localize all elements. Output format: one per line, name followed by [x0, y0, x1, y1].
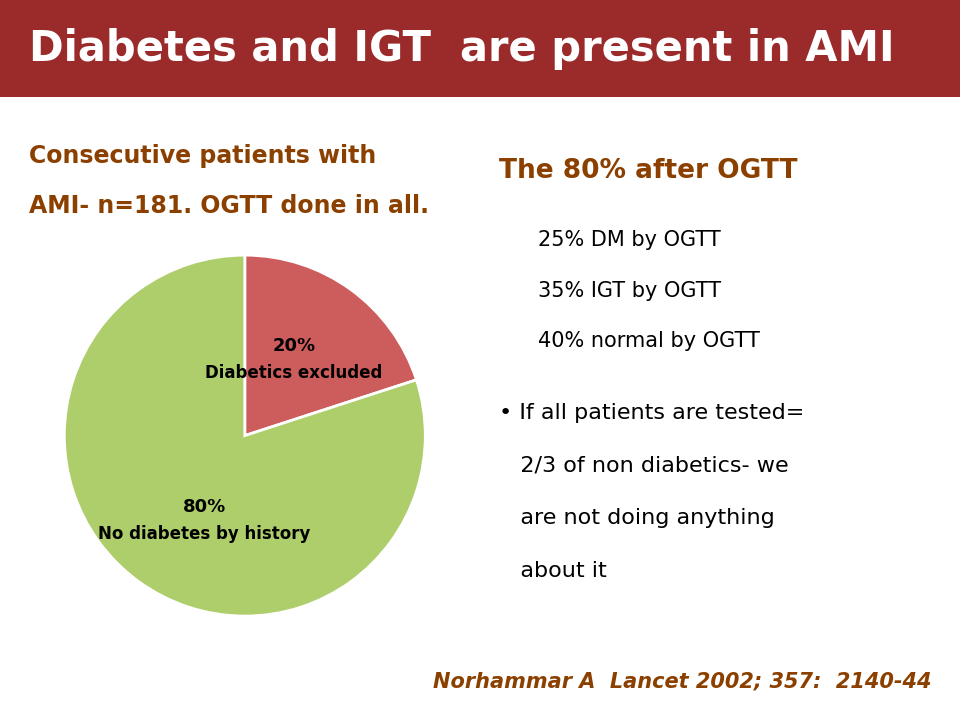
Text: Norhammar A  Lancet 2002; 357:  2140-44: Norhammar A Lancet 2002; 357: 2140-44	[433, 671, 931, 691]
Text: • If all patients are tested=: • If all patients are tested=	[499, 403, 804, 423]
Text: 80%: 80%	[182, 498, 227, 516]
Text: are not doing anything: are not doing anything	[499, 508, 775, 528]
Text: The 80% after OGTT: The 80% after OGTT	[499, 158, 798, 184]
Text: 35% IGT by OGTT: 35% IGT by OGTT	[538, 281, 721, 301]
Text: 40% normal by OGTT: 40% normal by OGTT	[538, 331, 759, 351]
Text: 2/3 of non diabetics- we: 2/3 of non diabetics- we	[499, 456, 789, 476]
Text: about it: about it	[499, 561, 607, 581]
Wedge shape	[245, 255, 417, 436]
Text: Diabetes and IGT  are present in AMI: Diabetes and IGT are present in AMI	[29, 27, 895, 70]
Text: 20%: 20%	[273, 337, 316, 355]
Text: Consecutive patients with: Consecutive patients with	[29, 144, 376, 168]
Text: Diabetics excluded: Diabetics excluded	[205, 364, 383, 382]
Text: 25% DM by OGTT: 25% DM by OGTT	[538, 230, 720, 251]
Text: No diabetes by history: No diabetes by history	[98, 525, 311, 543]
Text: AMI- n=181. OGTT done in all.: AMI- n=181. OGTT done in all.	[29, 194, 429, 218]
Wedge shape	[64, 255, 425, 616]
